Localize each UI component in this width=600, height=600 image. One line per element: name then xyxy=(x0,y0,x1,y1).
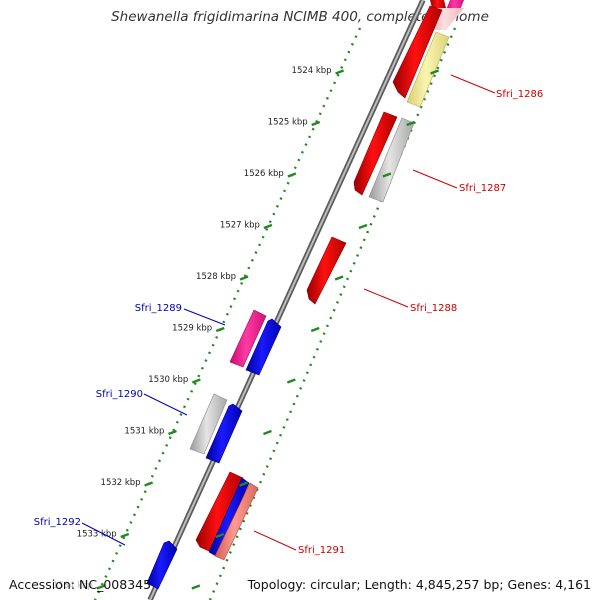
tick-mark-inner xyxy=(335,69,345,75)
leader-line-sfri-1290 xyxy=(143,393,188,416)
tick-mark-inner xyxy=(144,481,154,487)
tick-label: 1530 kbp xyxy=(148,375,188,385)
label-leader-lines xyxy=(81,74,496,551)
gene-arrow-forward-partial xyxy=(430,0,446,8)
tick-mark-inner xyxy=(215,326,225,333)
tick-mark-outer xyxy=(334,275,344,281)
gene-arrow-pink-partial xyxy=(446,0,464,10)
tick-label: 1527 kbp xyxy=(220,221,260,231)
tick-label: 1524 kbp xyxy=(292,66,332,76)
tick-label: 1525 kbp xyxy=(268,118,308,128)
scale-ticks: 1524 kbp 1525 kbp 1526 kbp 1527 kbp 1528 kbp… xyxy=(53,66,440,591)
gene-arrow-sfri-1289-blue xyxy=(245,318,282,376)
gene-arrow-sfri-1291-red xyxy=(195,471,244,552)
tick-mark-inner xyxy=(263,223,273,230)
tick-mark-inner xyxy=(120,532,130,539)
genome-backbone-highlight xyxy=(149,0,424,600)
tick-label: 1526 kbp xyxy=(244,169,284,179)
map-title: Shewanella frigidimarina NCIMB 400, comp… xyxy=(111,9,489,25)
gene-label-sfri-1291[interactable]: Sfri_1291 xyxy=(298,545,345,556)
tick-mark-outer xyxy=(239,481,249,487)
gene-arrow-sfri-1289-pink xyxy=(229,309,267,368)
outer-ruler-line xyxy=(208,27,457,600)
gene-label-sfri-1287[interactable]: Sfri_1287 xyxy=(459,183,506,194)
gene-label-sfri-1286[interactable]: Sfri_1286 xyxy=(496,89,543,100)
tick-mark-outer xyxy=(286,378,296,384)
gene-label-sfri-1292[interactable]: Sfri_1292 xyxy=(34,517,81,528)
tick-mark-outer xyxy=(382,172,392,178)
gene-arrow-sfri-1287-grey xyxy=(368,117,415,203)
tick-label: 1531 kbp xyxy=(124,427,164,437)
gene-label-sfri-1290[interactable]: Sfri_1290 xyxy=(96,389,143,400)
gene-arrow-sfri-1286-yellow xyxy=(406,31,450,108)
leader-line-sfri-1289 xyxy=(183,308,226,326)
tick-mark-outer xyxy=(406,120,416,127)
leader-line-sfri-1291 xyxy=(253,530,297,551)
leader-line-sfri-1286 xyxy=(450,74,496,94)
tick-mark-outer xyxy=(263,429,272,436)
tick-mark-inner xyxy=(239,275,249,281)
tick-mark-outer xyxy=(430,69,440,75)
tick-mark-inner xyxy=(96,584,106,590)
tick-label: 1529 kbp xyxy=(172,324,212,334)
tick-mark-outer xyxy=(215,532,225,539)
gene-arrow-sfri-1287-red xyxy=(353,111,398,196)
topology-text: Topology: circular; Length: 4,845,257 bp… xyxy=(247,577,591,592)
tick-mark-outer xyxy=(310,326,320,333)
gene-label-sfri-1289[interactable]: Sfri_1289 xyxy=(135,303,182,314)
gene-arrow-sfri-1286-red xyxy=(392,5,443,99)
tick-label: 1533 kbp xyxy=(77,530,117,540)
tick-mark-outer xyxy=(358,223,368,230)
gene-arrow-sfri-1290-blue xyxy=(205,403,243,464)
tick-mark-inner xyxy=(191,378,201,384)
tick-mark-inner xyxy=(287,172,297,178)
tick-mark-inner xyxy=(168,429,177,436)
leader-line-sfri-1287 xyxy=(412,169,458,189)
gene-arrow-sfri-1291-salmon xyxy=(214,482,259,561)
gene-arrow-sfri-1290-grey xyxy=(189,393,228,455)
accession-text: Accession: NC_008345 xyxy=(9,577,152,592)
gene-arrow-sfri-1288 xyxy=(306,236,347,305)
inner-ruler-line xyxy=(93,27,362,600)
leader-line-sfri-1288 xyxy=(363,288,409,308)
gene-label-sfri-1288[interactable]: Sfri_1288 xyxy=(410,303,457,314)
tick-mark-outer xyxy=(191,584,201,590)
gene-arrow-sfri-1292 xyxy=(146,540,178,590)
tick-mark-inner xyxy=(311,120,321,127)
leader-line-sfri-1292 xyxy=(81,522,126,546)
tick-label: 1532 kbp xyxy=(101,478,141,488)
tick-label: 1534 kbp xyxy=(53,581,93,591)
tick-label: 1528 kbp xyxy=(196,272,236,282)
